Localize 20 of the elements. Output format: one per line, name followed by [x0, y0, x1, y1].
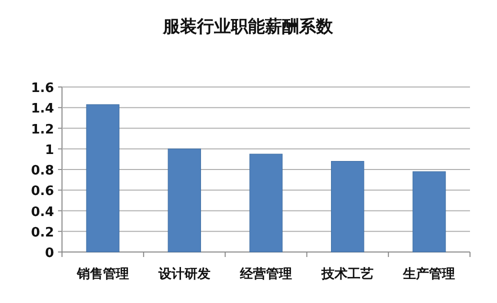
y-tick-label: 1.6 — [30, 81, 54, 96]
bar — [86, 104, 120, 252]
y-tick-label: 1.2 — [30, 122, 54, 138]
y-tick-label: 1.4 — [30, 102, 54, 117]
y-tick-label: 0.6 — [30, 184, 54, 200]
y-tick-label: 0.8 — [30, 164, 54, 178]
bar — [168, 148, 201, 252]
bar — [249, 154, 283, 252]
y-tick-label: 1 — [44, 142, 54, 158]
chart-title: 服装行业职能薪酬系数 — [162, 17, 334, 37]
x-tick-label: 经营管理 — [239, 266, 292, 282]
x-tick-label: 销售管理 — [76, 267, 129, 282]
x-tick-label: 生产管理 — [402, 266, 456, 282]
y-tick-label: 0.4 — [30, 204, 54, 220]
x-tick-label: 技术工艺 — [320, 267, 374, 282]
bar — [412, 171, 446, 252]
y-tick-label: 0 — [44, 246, 54, 261]
y-tick-label: 0.2 — [30, 225, 54, 240]
bar — [331, 161, 364, 252]
x-tick-label: 设计研发 — [157, 267, 210, 282]
